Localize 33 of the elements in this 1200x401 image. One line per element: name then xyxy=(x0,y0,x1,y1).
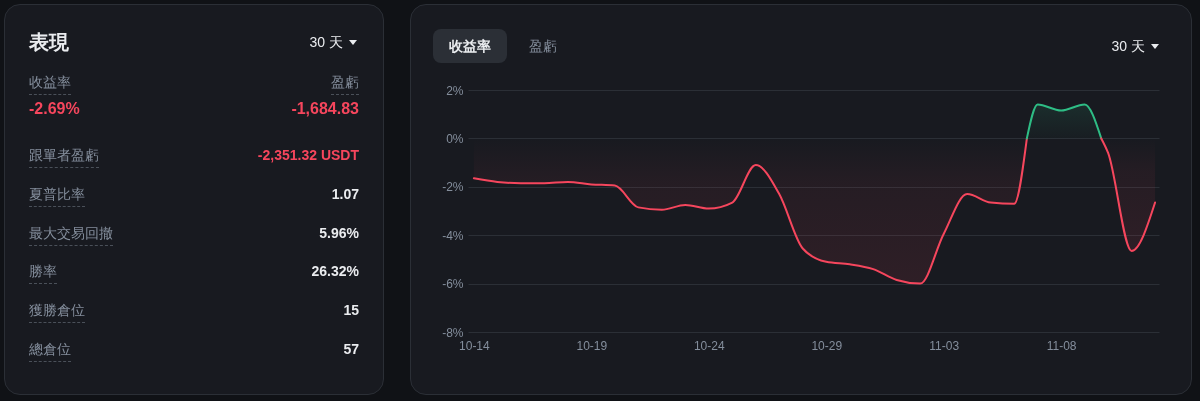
x-tick-label: 11-03 xyxy=(929,338,960,353)
x-tick-label: 10-24 xyxy=(693,338,725,353)
x-tick-label: 10-19 xyxy=(576,338,608,353)
x-tick-label: 11-08 xyxy=(1046,338,1077,353)
y-tick-label: 2% xyxy=(446,83,464,98)
category-label: 收益率 xyxy=(29,73,71,95)
text: 收益率 xyxy=(433,29,507,63)
data-label: -2.69% xyxy=(29,100,80,118)
category-label: 盈虧 xyxy=(331,73,359,95)
category-label: 夏普比率 xyxy=(29,184,85,207)
y-tick-label: -2% xyxy=(442,180,464,195)
text: 30 天 xyxy=(309,33,343,51)
category-label: 總倉位 xyxy=(29,340,71,362)
y-tick-label: -4% xyxy=(442,228,464,243)
text: 盈虧 xyxy=(528,37,558,56)
category-label: 跟單者盈虧 xyxy=(29,146,99,168)
text: 表現 xyxy=(29,30,69,54)
x-tick-label: 10-29 xyxy=(811,338,843,353)
category-label: 最大交易回撤 xyxy=(29,223,113,246)
y-tick-label: -6% xyxy=(442,277,464,292)
y-tick-label: -8% xyxy=(442,325,464,340)
y-tick-label: 0% xyxy=(446,131,464,146)
data-label: -2,351.32 USDT xyxy=(257,146,359,164)
data-label: 1.07 xyxy=(331,184,359,203)
x-tick-label: 10-14 xyxy=(459,338,491,353)
data-label: 15 xyxy=(343,301,359,320)
data-label: 26.32% xyxy=(311,262,359,281)
category-label: 勝率 xyxy=(29,262,57,285)
data-label: 5.96% xyxy=(319,223,359,242)
data-label: -1,684.83 xyxy=(291,100,359,118)
category-label: 獲勝倉位 xyxy=(29,301,85,324)
text: 30 天 xyxy=(1111,37,1145,55)
data-label: 57 xyxy=(343,340,359,358)
